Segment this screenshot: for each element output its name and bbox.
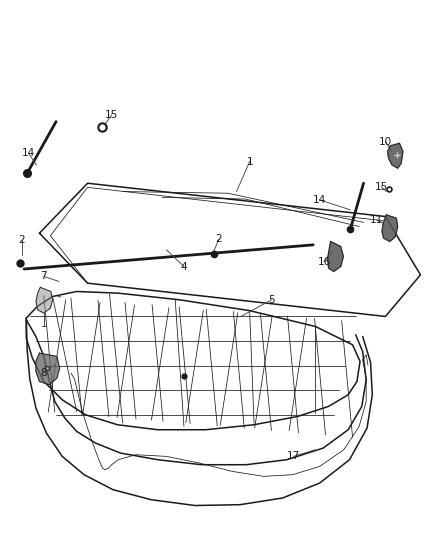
- Text: 11: 11: [370, 215, 383, 225]
- Text: 14: 14: [22, 148, 35, 158]
- Text: 15: 15: [105, 110, 118, 120]
- Text: 4: 4: [180, 262, 187, 271]
- Text: 2: 2: [215, 234, 223, 244]
- Text: 14: 14: [313, 195, 326, 205]
- Text: 2: 2: [18, 235, 25, 245]
- Text: 17: 17: [287, 451, 300, 462]
- Text: 15: 15: [374, 182, 388, 191]
- Text: 7: 7: [40, 271, 47, 281]
- Text: 5: 5: [268, 295, 275, 305]
- Polygon shape: [36, 287, 53, 313]
- Polygon shape: [388, 143, 403, 168]
- Polygon shape: [36, 353, 60, 385]
- Polygon shape: [328, 241, 343, 271]
- Polygon shape: [382, 215, 398, 241]
- Text: 1: 1: [246, 157, 253, 167]
- Text: 16: 16: [318, 256, 331, 266]
- Text: 10: 10: [379, 136, 392, 147]
- Text: 8: 8: [40, 368, 47, 378]
